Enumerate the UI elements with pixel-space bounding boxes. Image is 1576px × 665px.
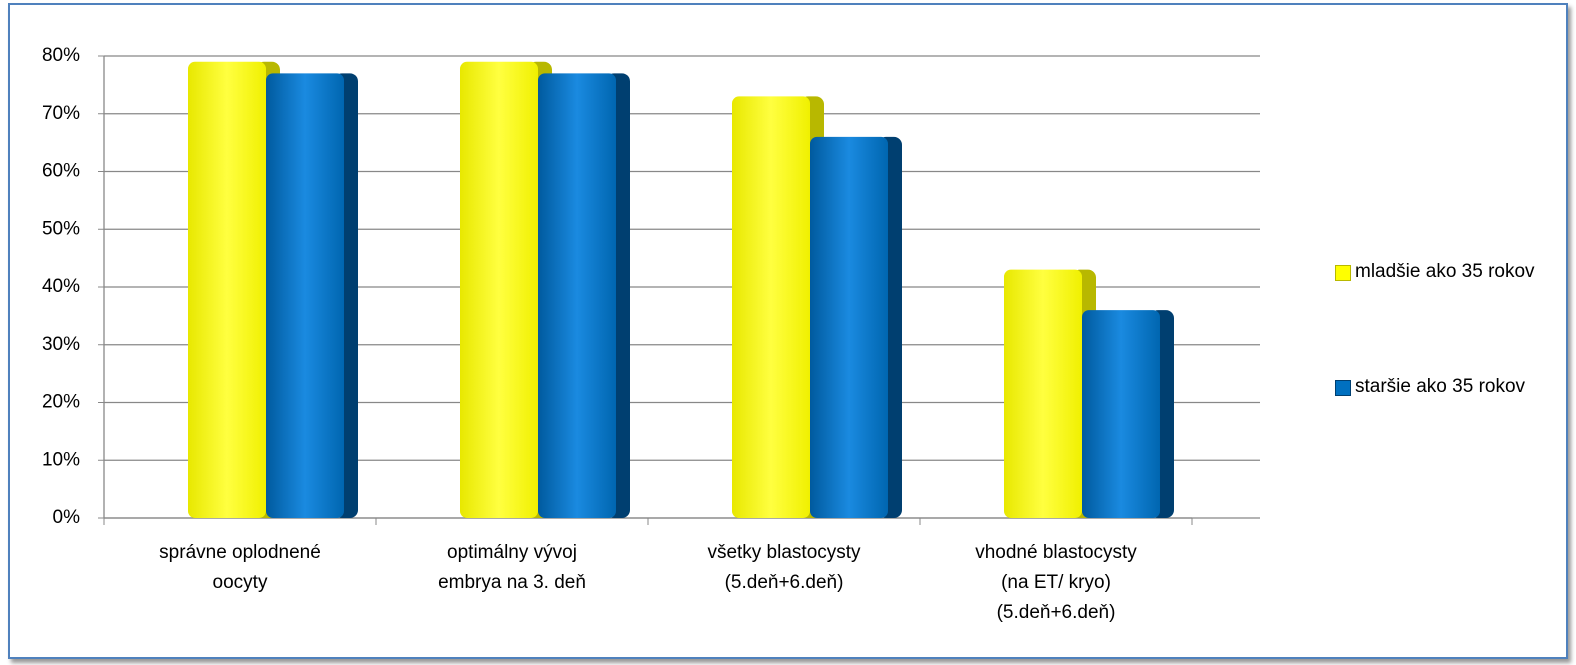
y-tick-label: 50%	[42, 218, 80, 239]
bar	[732, 96, 810, 519]
y-tick-label: 10%	[42, 449, 80, 470]
bar	[1004, 269, 1082, 518]
y-tick-label: 0%	[53, 507, 81, 528]
legend-swatch	[1335, 380, 1351, 396]
y-tick-label: 70%	[42, 103, 80, 124]
bar	[266, 73, 344, 518]
y-tick-label: 20%	[42, 392, 80, 413]
legend-label: staršie ako 35 rokov	[1355, 376, 1526, 397]
bar	[460, 61, 538, 519]
legend-entry: staršie ako 35 rokov	[1335, 372, 1545, 402]
legend-entry: mladšie ako 35 rokov	[1335, 257, 1545, 287]
bar	[538, 73, 616, 518]
x-tick-label: všetky blastocysty (5.deň+6.deň)	[707, 542, 861, 593]
x-tick-label: optimálny vývoj embrya na 3. deň	[438, 542, 586, 593]
bar	[1082, 310, 1160, 518]
legend-label: mladšie ako 35 rokov	[1355, 261, 1535, 282]
legend-swatch	[1335, 265, 1351, 281]
bar	[188, 61, 266, 519]
y-tick-label: 80%	[42, 45, 80, 66]
y-tick-label: 30%	[42, 334, 80, 355]
y-tick-label: 60%	[42, 161, 80, 182]
y-tick-label: 40%	[42, 276, 80, 297]
bar	[810, 136, 888, 518]
x-tick-label: správne oplodnené oocyty	[159, 542, 321, 593]
x-tick-label: vhodné blastocysty (na ET/ kryo) (5.deň+…	[975, 542, 1137, 623]
